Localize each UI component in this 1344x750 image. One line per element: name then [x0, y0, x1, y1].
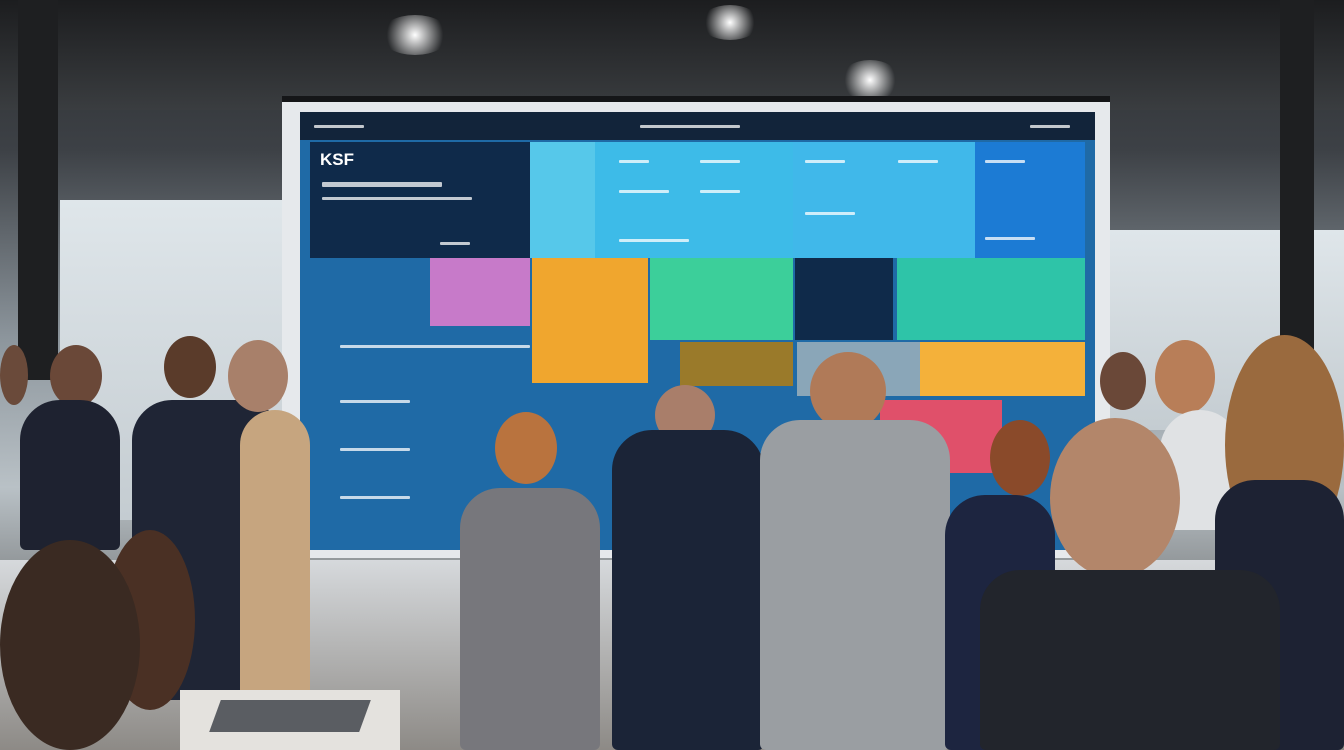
- ceiling-light: [380, 15, 450, 55]
- laptop: [209, 700, 371, 732]
- tile: [595, 142, 793, 258]
- dashboard-header: [300, 112, 1095, 140]
- person-head: [164, 336, 216, 398]
- ceiling-light: [700, 5, 760, 40]
- person-body: [980, 570, 1280, 750]
- row-text: [340, 448, 410, 451]
- person-head: [0, 540, 140, 750]
- header-text: [1030, 125, 1070, 128]
- person-head: [495, 412, 557, 484]
- person-head: [0, 345, 28, 405]
- tile-text: [619, 190, 669, 193]
- person-body: [612, 430, 764, 750]
- ceiling: [0, 0, 1344, 110]
- person-head: [1100, 352, 1146, 410]
- person-body: [760, 420, 950, 750]
- person-head: [228, 340, 288, 412]
- person-head: [1050, 418, 1180, 578]
- tile: [975, 142, 1085, 258]
- tile-text: [700, 160, 740, 163]
- tile-text: [898, 160, 938, 163]
- dashboard-screen: KSF: [300, 112, 1095, 550]
- ceiling-light: [840, 60, 900, 100]
- person-body: [240, 410, 310, 700]
- tile-pink: [430, 258, 530, 326]
- row-text: [340, 345, 530, 348]
- tile: [530, 142, 595, 258]
- tile: [680, 342, 793, 386]
- tile-text: [805, 160, 845, 163]
- tile-text: [619, 239, 689, 242]
- person-head: [50, 345, 102, 407]
- tile-orange: [532, 258, 648, 383]
- person-head: [1155, 340, 1215, 414]
- tile-text: [985, 160, 1025, 163]
- person-head: [810, 352, 886, 430]
- tile-text: [440, 242, 470, 245]
- tile-green: [650, 258, 793, 340]
- tile-text: [985, 237, 1035, 240]
- tile-text: [805, 212, 855, 215]
- pillar: [18, 0, 58, 380]
- person-body: [20, 400, 120, 550]
- tile: [793, 142, 975, 258]
- person-head: [990, 420, 1050, 496]
- header-title: [640, 125, 740, 128]
- tile-text: [619, 160, 649, 163]
- row-text: [340, 496, 410, 499]
- row-text: [340, 400, 410, 403]
- tile-navy: [795, 258, 893, 340]
- tile-yellow: [920, 342, 1085, 396]
- tile-text: [322, 182, 442, 187]
- ksf-title: KSF: [320, 150, 354, 169]
- tile-ksf: KSF: [310, 142, 530, 258]
- tile-text: [700, 190, 740, 193]
- tile-teal: [897, 258, 1085, 340]
- pillar: [1280, 0, 1314, 360]
- tile-text: [322, 197, 472, 200]
- person-body: [460, 488, 600, 750]
- header-text: [314, 125, 364, 128]
